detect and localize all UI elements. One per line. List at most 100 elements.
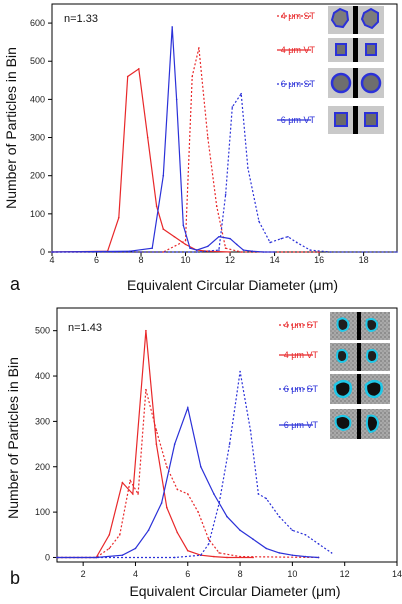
panel-a-ytick-label: 600 <box>30 18 45 28</box>
panel-b-series-1-point <box>176 531 179 534</box>
panel-b-series-0-point <box>129 479 132 482</box>
thumb-b-6um-st <box>330 374 390 404</box>
panel-a-series-3-point <box>242 249 245 251</box>
panel-b-annotation: n=1.43 <box>68 322 102 334</box>
panel-a-series-1-point <box>173 235 176 238</box>
panel-a-series-0-point <box>224 247 227 249</box>
panel-a: 0 100 200 300 400 500 600 4 6 8 10 12 14 16 18 4 μm ST 4… <box>3 3 398 294</box>
panel-b-series-1-point <box>252 556 254 559</box>
panel-a-series-1-point <box>146 136 149 139</box>
panel-a-series-2-point <box>396 251 398 253</box>
panel-b-series-0-point <box>186 493 189 495</box>
panel-b-series-3-point <box>134 547 137 550</box>
panel-a-series-3-point <box>235 243 238 246</box>
panel-a-xtick-label: 18 <box>359 255 369 265</box>
panel-a-series-2-point <box>231 106 234 108</box>
panel-a-series-2-point <box>240 92 242 95</box>
panel-b-legend-label: 6 μm VT <box>284 420 319 430</box>
panel-b-series-0-line <box>57 389 319 559</box>
panel-a-series-3-point <box>195 249 198 251</box>
thumb-a-6um-vt <box>328 106 384 134</box>
panel-a-series-0-point <box>184 239 187 242</box>
panel-a-series-1-point <box>184 243 187 246</box>
panel-b-series-2-point <box>278 515 281 518</box>
panel-a-series-0-point <box>318 251 320 253</box>
thumb-b-6um-vt <box>330 409 390 439</box>
panel-a-series-2-point <box>269 241 271 244</box>
panel-b-series-3-point <box>95 556 98 559</box>
panel-b-series-1-point <box>186 549 189 552</box>
panel-b-series-0-point <box>176 488 179 491</box>
panel-a-series-3-point <box>218 235 220 238</box>
panel-a-ytick-label: 100 <box>30 209 45 219</box>
panel-b-series-3-point <box>173 443 176 445</box>
panel-b-series-2-point <box>200 554 202 556</box>
panel-a-series-1-line <box>51 67 231 253</box>
panel-a-series-2-point <box>224 193 227 196</box>
panel-b-ytick-label: 200 <box>35 462 50 472</box>
panel-a-series-1-point <box>162 228 165 230</box>
panel-a-series-3-point <box>207 245 209 248</box>
panel-b-series-2-point <box>207 543 210 545</box>
panel-b-series-0-point <box>108 547 111 550</box>
panel-b-series-2-point <box>173 556 176 559</box>
panel-b-series-1-point <box>132 493 134 495</box>
panel-a-ytick-label: 200 <box>30 171 45 181</box>
panel-a-series-2-point <box>296 241 298 244</box>
panel-b-series-3-point <box>304 555 307 558</box>
panel-a-xtick-label: 10 <box>181 255 191 265</box>
panel-b-xtick-label: 12 <box>340 569 350 579</box>
panel-a-xtick-label: 4 <box>49 255 54 265</box>
panel-a-series-2-point <box>280 237 283 240</box>
panel-b-series-3-point <box>200 465 202 468</box>
panel-a-series-0-point <box>215 205 218 208</box>
panel-a-series-3-point <box>262 251 265 253</box>
panel-b-series-2-point <box>304 533 307 536</box>
panel-a-series-3-point <box>175 98 178 101</box>
panel-a-series-2-point <box>329 251 332 253</box>
thumb-a-4um-st <box>328 6 384 34</box>
panel-b-series-1-point <box>226 556 228 559</box>
panel-b-series-3-point <box>121 554 124 556</box>
panel-a-legend-label: 4 μm ST <box>281 11 316 21</box>
panel-b-xtick-label: 10 <box>287 569 297 579</box>
panel-a-series-2-point <box>309 249 311 251</box>
panel-a-series-3-point <box>182 224 185 227</box>
panel-b-series-3-point <box>226 515 228 518</box>
panel-b: 0 100 200 300 400 500 2 4 6 8 10 12 14 4 μm ST 4 μm VT… <box>5 307 402 599</box>
thumb-b-4um-vt <box>330 343 390 371</box>
panel-b-ytick-label: 100 <box>35 507 50 517</box>
panel-a-series-3-point <box>51 251 53 253</box>
panel-b-series-1-point <box>213 555 215 558</box>
panel-a-series-3-point <box>273 251 276 253</box>
panel-b-series-2-line <box>57 371 332 559</box>
panel-a-ytick-label: 0 <box>40 247 45 257</box>
panel-a-series-3-point <box>151 247 153 249</box>
panel-a-series-2-point <box>258 220 260 223</box>
panel-b-series-1-point <box>145 329 147 332</box>
panel-b-series-1-line <box>57 330 254 559</box>
panel-a-series-3-point <box>251 250 254 253</box>
panel-a-series-3-line <box>51 26 275 253</box>
panel-a-xtick-label: 6 <box>94 255 99 265</box>
panel-a-panel-letter: a <box>10 274 21 294</box>
thumb-b-4um-st <box>330 312 390 340</box>
panel-b-series-3-point <box>213 493 215 495</box>
panel-a-series-1-point <box>229 251 231 253</box>
panel-b-series-1-point <box>155 443 158 445</box>
panel-b-series-2-point <box>228 443 231 445</box>
panel-a-series-2-point <box>287 235 289 238</box>
panel-b-series-3-line <box>57 405 319 559</box>
panel-a-series-1-point <box>117 216 120 219</box>
panel-b-series-1-point <box>108 533 111 536</box>
panel-a-series-2-point <box>218 249 220 251</box>
panel-a-xtick-label: 12 <box>225 255 235 265</box>
panel-a-x-axis-label: Equivalent Circular Diameter (μm) <box>127 277 338 293</box>
panel-b-series-1-point <box>121 481 124 484</box>
panel-b-series-3-point <box>160 502 163 504</box>
panel-b-xtick-label: 6 <box>185 569 190 579</box>
panel-b-series-2-point <box>330 552 333 554</box>
panel-a-series-1-point <box>138 68 140 70</box>
panel-a-legend-label: 4 μm VT <box>281 45 316 55</box>
panel-a-series-0-point <box>191 75 194 78</box>
